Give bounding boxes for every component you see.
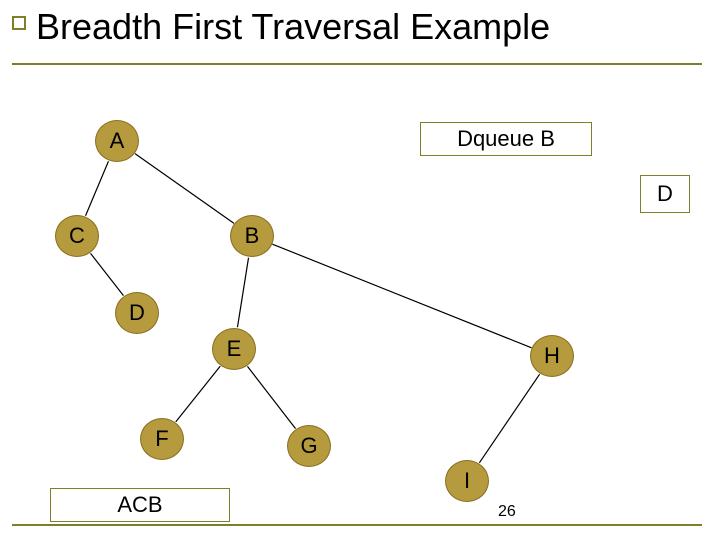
tree-node-c: C bbox=[55, 215, 99, 257]
node-label: A bbox=[110, 128, 125, 154]
visited-box: ACB bbox=[50, 488, 230, 522]
node-label: G bbox=[300, 433, 317, 459]
tree-node-h: H bbox=[530, 335, 574, 377]
node-label: H bbox=[544, 343, 560, 369]
node-label: B bbox=[245, 223, 260, 249]
title-underline bbox=[12, 63, 702, 65]
node-label: E bbox=[227, 336, 242, 362]
node-label: D bbox=[129, 300, 145, 326]
tree-node-i: I bbox=[445, 460, 489, 502]
bottom-underline bbox=[12, 524, 702, 526]
tree-node-b: B bbox=[230, 215, 274, 257]
page-number: 26 bbox=[498, 503, 516, 521]
tree-node-f: F bbox=[140, 418, 184, 460]
dqueue-box: Dqueue B bbox=[420, 122, 592, 156]
dqueue-label: Dqueue B bbox=[457, 126, 555, 152]
node-label: C bbox=[69, 223, 85, 249]
tree-node-d: D bbox=[115, 292, 159, 334]
title-bullet-square bbox=[12, 16, 26, 30]
queue-item-d: D bbox=[640, 175, 690, 213]
node-label: F bbox=[155, 426, 168, 452]
tree-node-g: G bbox=[287, 425, 331, 467]
tree-node-e: E bbox=[212, 328, 256, 370]
visited-label: ACB bbox=[117, 492, 162, 518]
slide-title: Breadth First Traversal Example bbox=[36, 6, 550, 48]
tree-edges bbox=[0, 0, 720, 540]
tree-node-a: A bbox=[95, 120, 139, 162]
node-label: I bbox=[464, 468, 470, 494]
queue-item-label: D bbox=[657, 181, 673, 207]
